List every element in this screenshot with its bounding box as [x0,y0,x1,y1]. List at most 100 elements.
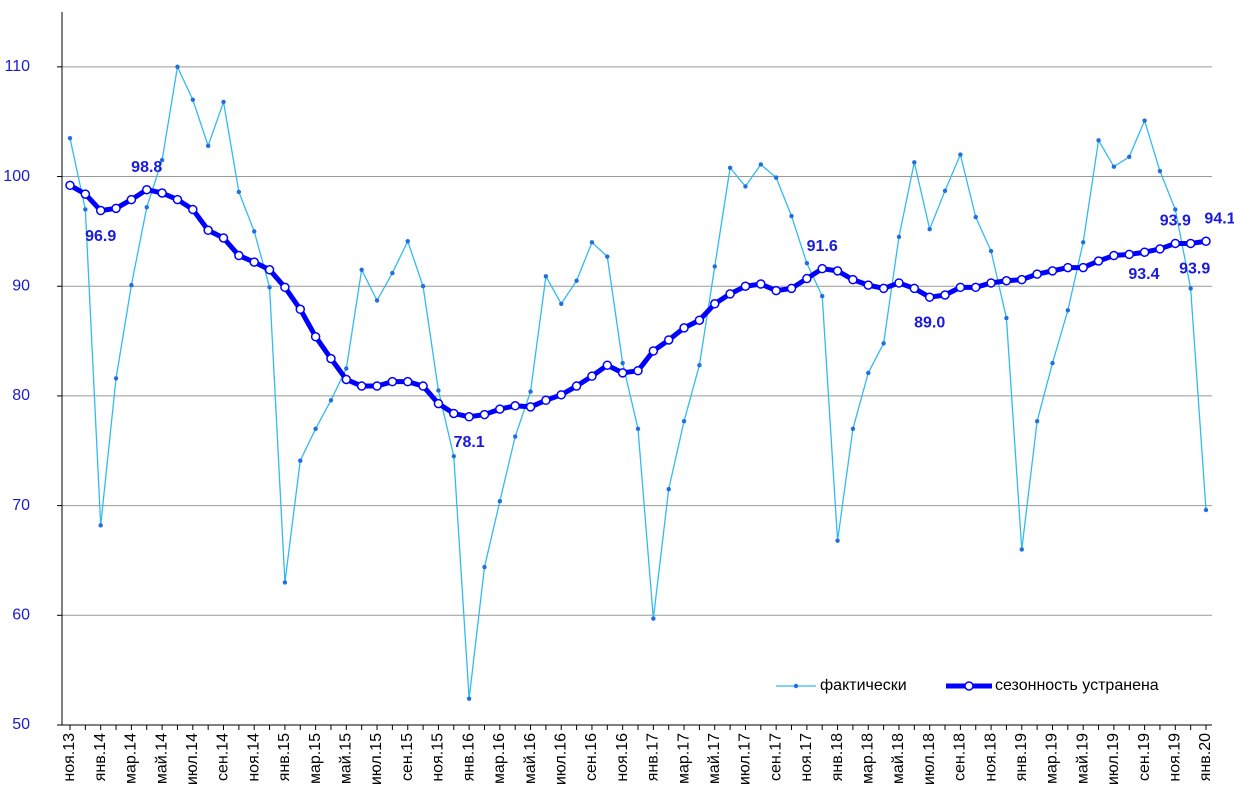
adjusted-point [756,279,766,289]
x-tick-label: сен.16 [583,733,600,781]
adjusted-point [479,409,490,420]
adjusted-point [356,381,367,391]
x-tick-label: янв.19 [1013,733,1030,781]
y-tick-label: 80 [12,387,30,404]
x-tick-label: июл.18 [921,733,938,785]
actual-point [697,363,702,368]
actual-point [651,616,656,621]
adjusted-point [817,263,827,274]
actual-point [927,226,932,232]
x-tick-label: сен.17 [767,733,784,781]
x-tick-label: ноя.17 [798,733,815,782]
x-tick-label: май.14 [153,733,170,784]
adjusted-point [740,281,751,291]
actual-point [267,285,272,290]
adjusted-point [172,194,183,205]
y-tick-label: 100 [3,168,30,185]
adjusted-point [541,395,551,406]
adjusted-point [894,278,904,288]
actual-point [543,274,549,279]
adjusted-point [142,184,152,195]
actual-point [451,454,456,459]
legend-marker [964,681,974,691]
x-tick-label: май.18 [890,733,907,784]
actual-point [681,418,687,424]
actual-point [1142,118,1147,123]
x-tick-label: сен.19 [1136,733,1153,781]
value-label: 91.6 [807,238,838,255]
actual-point [835,538,840,543]
x-tick-label: ноя.14 [245,733,262,782]
adjusted-point [65,180,75,191]
actual-point [574,278,579,283]
actual-point [1111,164,1117,169]
actual-point [804,260,810,266]
x-tick-label: сен.15 [399,733,416,781]
adjusted-point [188,204,198,215]
y-tick-label: 70 [12,497,30,514]
actual-point [144,205,149,210]
adjusted-point [418,381,428,391]
adjusted-point [387,376,398,387]
actual-point [436,388,441,393]
x-tick-label: мар.18 [859,733,876,784]
adjusted-point [617,368,628,378]
x-tick-label: янв.18 [829,733,846,781]
adjusted-point [970,282,981,293]
actual-point [159,157,165,163]
value-label: 93.4 [1128,266,1159,283]
adjusted-point [663,335,674,345]
legend-label: сезонность устранена [995,677,1159,694]
adjusted-point [326,353,336,364]
actual-point [344,366,349,371]
adjusted-point [525,402,536,412]
actual-point [758,162,764,167]
adjusted-point [1170,238,1181,249]
adjusted-point [372,381,382,391]
x-tick-label: мар.19 [1044,733,1061,784]
adjusted-point [510,401,520,411]
y-tick-label: 60 [12,607,30,624]
actual-point [1127,154,1132,159]
actual-point [205,143,211,149]
adjusted-point [587,371,597,381]
adjusted-point [95,205,106,216]
actual-point [850,426,856,432]
actual-point [589,240,595,245]
actual-point [190,97,196,102]
value-label: 98.8 [131,159,162,176]
x-tick-label: ноя.19 [1167,733,1184,782]
legend-label: фактически [820,677,907,694]
adjusted-point [310,331,321,342]
actual-point [866,370,871,376]
adjusted-point [264,265,275,275]
adjusted-point [679,323,689,333]
adjusted-point [710,299,720,309]
actual-point [1050,360,1055,366]
adjusted-point [402,376,413,387]
actual-point [973,214,978,220]
x-tick-label: мар.14 [123,733,140,784]
adjusted-point [203,225,213,236]
adjusted-point [924,292,935,302]
x-tick-label: мар.17 [675,733,692,784]
actual-point [1096,138,1101,143]
value-label: 94.1 [1204,210,1234,227]
adjusted-line [68,183,1207,420]
plot: 96.9 98.8 78.1 91.6 89.0 93.4 93.9 93.9 94.1 [65,64,1234,701]
value-label: 96.9 [85,228,116,245]
actual-point [221,99,226,105]
adjusted-point [449,408,459,419]
adjusted-point [1124,249,1134,260]
x-tick-label: янв.17 [645,733,662,781]
actual-point [743,184,748,189]
actual-point [559,301,564,306]
adjusted-point [1001,275,1012,286]
actual-point [727,165,733,170]
adjusted-point [433,398,444,409]
adjusted-point [633,365,643,376]
adjusted-point [909,283,920,294]
adjusted-point [1032,269,1042,279]
x-tick-label: мар.15 [307,733,324,784]
adjusted-point [986,278,996,288]
